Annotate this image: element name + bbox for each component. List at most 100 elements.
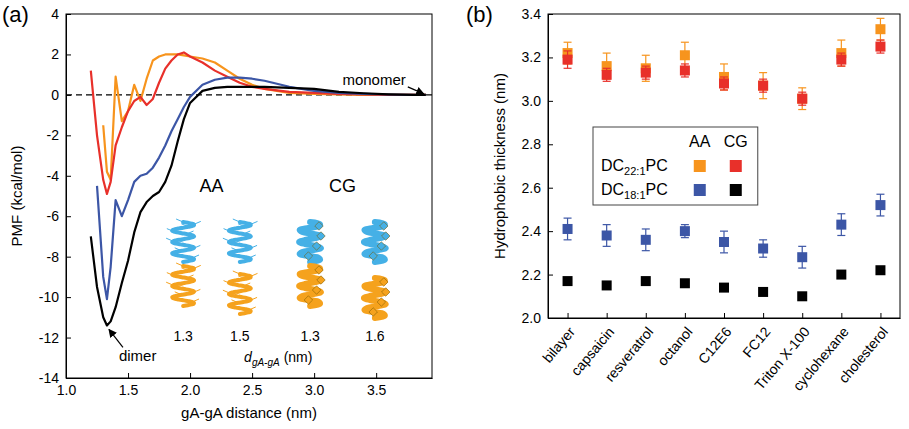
helix-top-bead — [312, 242, 320, 250]
helix-bottom-side-chain — [249, 307, 256, 310]
tick-label: -8 — [47, 249, 60, 265]
axis-line — [67, 378, 433, 379]
tick-label: -6 — [47, 208, 60, 224]
tick-mark — [66, 378, 71, 379]
point — [758, 81, 768, 91]
tick: 2.0 — [181, 373, 201, 398]
tick-label: 3.0 — [522, 93, 542, 109]
tick-mark — [66, 54, 71, 55]
error-bar-cap — [642, 55, 650, 56]
legend-box — [593, 127, 758, 205]
tick: 2 — [51, 46, 71, 62]
error-bar-cap — [642, 79, 650, 80]
error-bar-cap — [564, 68, 572, 69]
helix-bottom — [229, 274, 251, 314]
x-axis-title: gA-gA distance (nm) — [181, 404, 317, 421]
panel-label: (b) — [466, 2, 493, 27]
tick-mark — [66, 297, 71, 298]
error-bar-cap — [642, 66, 650, 67]
plot-area — [66, 52, 432, 325]
error-bar-cap — [564, 42, 572, 43]
error-bar-cap — [642, 81, 650, 82]
figure: 1.01.52.02.53.03.5-14-12-10-8-6-4-2024gA… — [0, 0, 909, 429]
tick: octanol — [654, 313, 695, 369]
tick: 3.0 — [305, 373, 325, 398]
point — [602, 70, 612, 80]
tick-label: 0 — [51, 87, 59, 103]
series — [563, 265, 886, 301]
plot-frame — [66, 14, 432, 378]
helix-bottom-side-chain — [239, 295, 246, 298]
tick-mark — [314, 373, 315, 378]
error-bar — [720, 231, 728, 253]
tick-label: -10 — [39, 289, 59, 305]
tick-mark — [548, 101, 553, 102]
error-bar — [720, 77, 728, 90]
error-bar-cap — [837, 66, 845, 67]
tick-mark — [66, 338, 71, 339]
helix-top-bead — [304, 252, 312, 260]
point — [758, 244, 768, 254]
point — [641, 235, 651, 245]
series — [563, 40, 886, 105]
annotation: dimer — [119, 347, 157, 364]
helix-bottom-side-chain — [167, 273, 174, 276]
helix-bottom-side-chain — [242, 288, 249, 291]
tick: 4 — [51, 6, 71, 22]
helix-top-side-chain — [238, 224, 245, 227]
helix-top-side-chain — [167, 229, 174, 232]
point — [875, 265, 885, 275]
tick-label: 3.2 — [522, 49, 542, 65]
tick: 2.4 — [522, 223, 553, 239]
helix-bottom-bead — [380, 278, 388, 286]
helix-top-side-chain — [233, 241, 240, 244]
error-bar-cap — [876, 39, 884, 40]
tick-label: 3.4 — [522, 6, 542, 22]
helix-bottom-side-chain — [229, 305, 236, 308]
tick-label: -4 — [47, 168, 60, 184]
helix-top-side-chain — [223, 238, 230, 241]
helix-bottom-bead — [304, 296, 312, 304]
helix-bottom-bead — [312, 286, 320, 294]
point — [875, 24, 885, 34]
point — [758, 287, 768, 297]
legend-label: DC22:1PC — [601, 157, 668, 177]
tick: -12 — [39, 330, 71, 346]
point — [719, 283, 729, 293]
helix-bottom-bead — [317, 276, 325, 284]
error-bar — [603, 53, 611, 79]
helix-bottom-bead — [369, 308, 377, 316]
tick-mark — [548, 275, 553, 276]
error-bar-cap — [681, 224, 689, 225]
helix-bottom-side-chain — [183, 287, 190, 290]
legend-header: AA — [689, 133, 711, 150]
inset-distance: 1.3 — [300, 328, 320, 344]
legend-marker — [694, 184, 706, 196]
error-bar — [681, 64, 689, 77]
helix-top-side-chain — [249, 255, 256, 258]
point — [563, 55, 573, 65]
error-bar-cap — [759, 92, 767, 93]
error-bar-cap — [837, 66, 845, 67]
tick-label: 1.5 — [119, 382, 139, 398]
tick-label: FC12 — [739, 324, 773, 361]
error-bar-cap — [876, 52, 884, 53]
error-bar-cap — [720, 89, 728, 90]
inset-axis-label: dgA-gA(nm) — [244, 349, 312, 368]
point — [563, 224, 573, 234]
tick-mark — [841, 313, 842, 318]
helix-top-side-chain — [183, 243, 190, 246]
point — [836, 55, 846, 65]
error-bar-cap — [603, 224, 611, 225]
legend-label: DC18:1PC — [601, 181, 668, 201]
annotation-arrow — [109, 329, 123, 347]
point — [602, 230, 612, 240]
point — [680, 278, 690, 288]
helix-bottom-side-chain — [176, 285, 183, 288]
error-bar — [603, 225, 611, 247]
tick-mark — [66, 135, 71, 136]
helix-bottom-side-chain — [175, 270, 182, 273]
helix-top-side-chain — [176, 219, 183, 222]
helix-bottom-side-chain — [193, 289, 200, 292]
point — [641, 68, 651, 78]
